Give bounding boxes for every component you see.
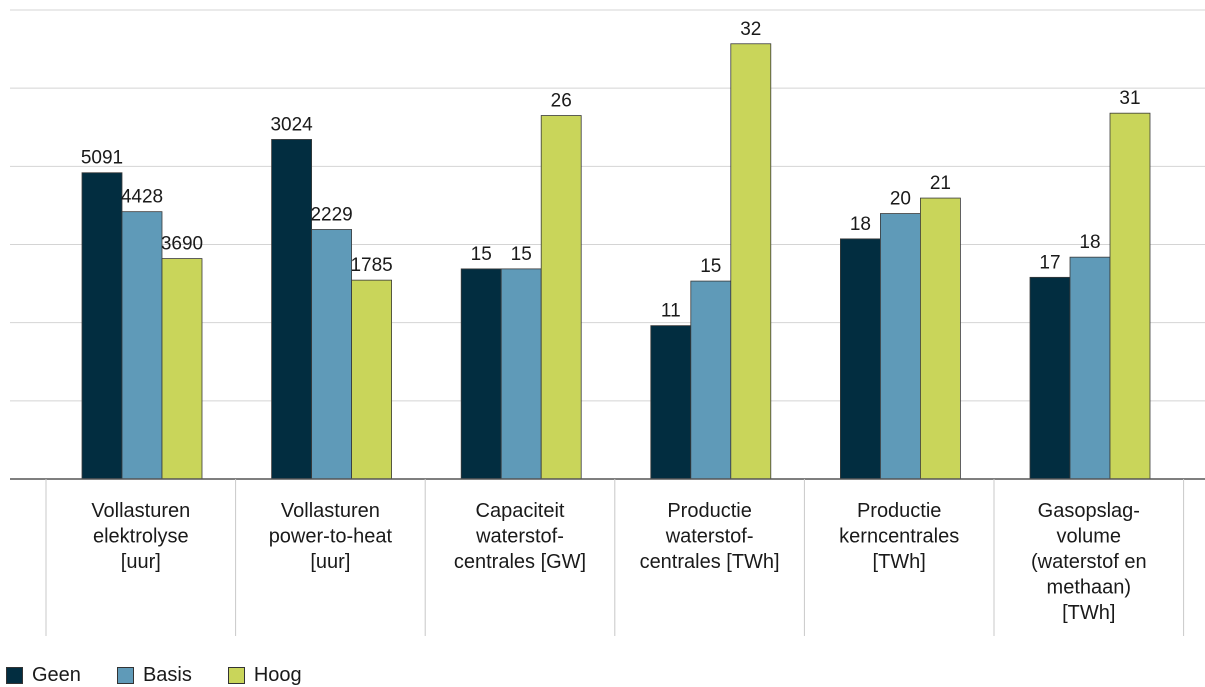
data-label: 4428 (121, 187, 163, 208)
data-labels: 5091 4428 3690 3024 2229 1785 15 15 26 11 15 32 18 20… (81, 19, 1141, 322)
category-label: Productie waterstof-centrales [TWh] (640, 500, 780, 573)
bar-hoog (540, 115, 582, 480)
data-label: 20 (890, 189, 911, 210)
bar-hoog (351, 279, 393, 480)
data-label: 31 (1119, 88, 1140, 109)
data-label: 2229 (310, 204, 352, 225)
category-label: Vollasturen elektrolyse [uur] (91, 500, 190, 573)
bar-geen (81, 172, 123, 480)
bar-basis (121, 211, 163, 480)
legend-label-hoog: Hoog (253, 664, 302, 686)
legend-label-basis: Basis (142, 664, 192, 686)
category-label-line: Vollasturen (281, 500, 380, 522)
category-label-line: (waterstof en (1031, 551, 1147, 573)
category-label: Gasopslag-volume (waterstof en methaan) [TW… (1031, 500, 1147, 624)
category-label-line: power-to-heat (269, 526, 393, 548)
legend: Geen Basis Hoog (6, 664, 338, 687)
category-label-line: elektrolyse (93, 526, 189, 548)
bar-chart: 5091 4428 3690 3024 2229 1785 15 15 26 11 15 32 18 20… (10, 9, 1205, 636)
category-label-line: Productie (667, 500, 752, 522)
bar-basis (500, 268, 542, 480)
bar-basis (1069, 256, 1111, 480)
bar-geen (460, 268, 502, 480)
bars (81, 43, 1151, 480)
bar-hoog (1109, 112, 1151, 480)
bar-hoog (161, 258, 203, 480)
category-label-line: [TWh] (1062, 602, 1115, 624)
category-label: Productie kerncentrales [TWh] (839, 500, 959, 573)
data-label: 15 (511, 244, 532, 265)
category-label-line: waterstof- (475, 526, 564, 548)
legend-label-geen: Geen (32, 664, 81, 686)
data-label: 1785 (350, 255, 392, 276)
category-label-line: kerncentrales (839, 526, 959, 548)
category-label: Vollasturen power-to-heat [uur] (269, 500, 393, 573)
data-label: 5091 (81, 148, 123, 169)
category-label-line: [TWh] (873, 551, 926, 573)
x-axis: Vollasturen elektrolyse [uur] Vollasturen po… (10, 478, 1205, 636)
bar-hoog (730, 43, 772, 480)
category-label-line: methaan) (1047, 577, 1132, 599)
category-label-line: centrales [TWh] (640, 551, 780, 573)
legend-item-basis: Basis (116, 664, 192, 687)
bar-basis (690, 280, 732, 480)
bar-geen (650, 325, 692, 480)
data-label: 17 (1039, 252, 1060, 273)
data-label: 15 (700, 256, 721, 277)
legend-item-hoog: Hoog (227, 664, 302, 687)
legend-swatch-basis (116, 667, 134, 684)
category-label-line: volume (1057, 526, 1121, 548)
data-label: 32 (740, 19, 761, 40)
category-label-line: [uur] (121, 551, 161, 573)
category-label-line: waterstof- (665, 526, 754, 548)
bar-basis (880, 213, 921, 480)
bar-geen (1029, 276, 1071, 480)
category-label-line: Vollasturen (91, 500, 190, 522)
category-label-line: Capaciteit (476, 500, 565, 522)
data-label: 11 (661, 301, 681, 322)
category-label-line: centrales [GW] (454, 551, 586, 573)
data-label: 21 (930, 173, 951, 194)
bar-hoog (920, 197, 961, 480)
category-label-line: Productie (857, 500, 942, 522)
data-label: 15 (471, 244, 492, 265)
category-label-line: [uur] (310, 551, 350, 573)
legend-swatch-hoog (227, 667, 245, 684)
bar-geen (840, 238, 881, 480)
legend-item-geen: Geen (6, 664, 81, 687)
legend-swatch-geen (6, 667, 23, 684)
category-label-line: Gasopslag- (1038, 500, 1140, 522)
category-label: Capaciteit waterstof-centrales [GW] (454, 500, 586, 573)
data-label: 26 (551, 91, 572, 112)
gridlines (10, 9, 1205, 402)
data-label: 18 (850, 214, 871, 235)
bar-geen (271, 139, 313, 480)
data-label: 3690 (161, 234, 203, 255)
bar-basis (311, 229, 353, 480)
data-label: 3024 (270, 114, 313, 135)
data-label: 18 (1079, 232, 1100, 253)
